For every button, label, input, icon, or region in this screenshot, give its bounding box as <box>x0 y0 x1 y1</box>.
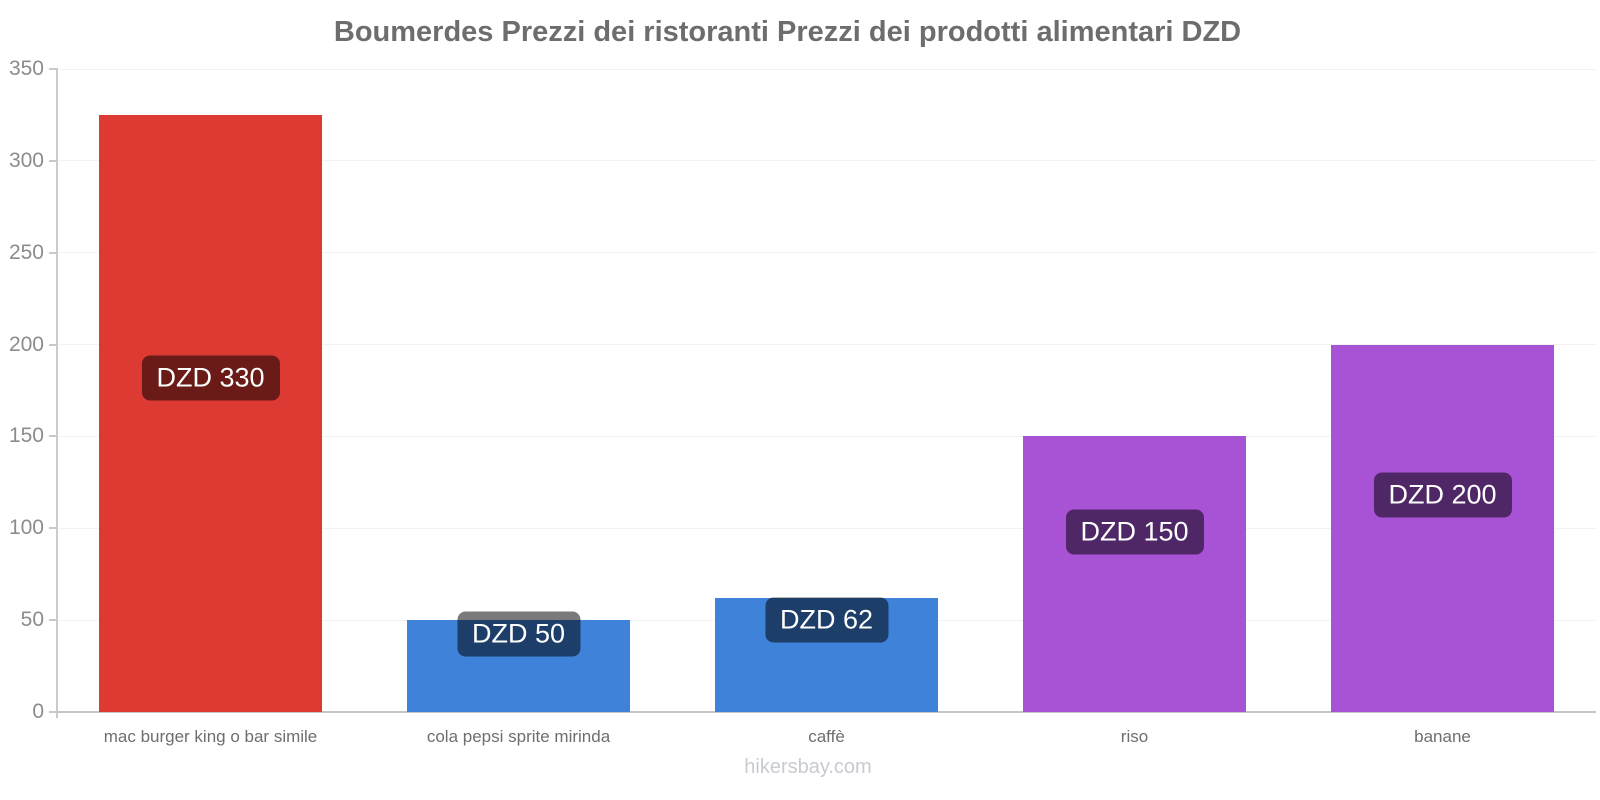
x-axis-line <box>49 711 1596 713</box>
y-axis-tick-label: 0 <box>32 700 44 723</box>
y-axis-tick <box>49 619 57 622</box>
y-axis-tick <box>49 435 57 438</box>
y-axis-tick <box>49 343 57 346</box>
y-axis-tick <box>49 68 57 70</box>
bar-value-label: DZD 150 <box>1065 509 1204 555</box>
gridline <box>58 252 1596 254</box>
y-axis-tick <box>49 159 57 162</box>
x-axis-category-label: riso <box>1120 727 1149 746</box>
bar[interactable] <box>1331 344 1554 712</box>
y-axis-tick-label: 50 <box>20 608 44 632</box>
y-axis-tick-label: 200 <box>8 332 44 356</box>
y-axis-tick-label: 250 <box>8 240 44 264</box>
bar-value-label: DZD 62 <box>764 597 889 643</box>
gridline <box>58 160 1596 162</box>
bar[interactable] <box>99 114 322 712</box>
y-axis-tick <box>49 527 57 530</box>
gridline <box>58 344 1596 346</box>
bar-value-label: DZD 330 <box>141 355 280 401</box>
x-axis-category-label: cola pepsi sprite mirinda <box>426 727 611 746</box>
gridline <box>58 68 1596 70</box>
gridline <box>58 527 1596 529</box>
x-axis-category-label: caffè <box>808 727 845 746</box>
y-axis-tick <box>49 711 57 713</box>
x-axis-category-label: banane <box>1414 727 1471 746</box>
watermark: hikersbay.com <box>744 756 872 778</box>
gridline <box>58 435 1596 437</box>
bar-value-label: DZD 50 <box>456 611 581 657</box>
chart-title: Boumerdes Prezzi dei ristoranti Prezzi d… <box>333 16 1242 48</box>
y-axis-tick-label: 350 <box>8 57 44 80</box>
y-axis-tick-label: 100 <box>8 516 44 540</box>
y-axis-tick-label: 300 <box>8 148 44 172</box>
x-axis-category-label: mac burger king o bar simile <box>103 727 318 746</box>
y-axis-tick-label: 150 <box>8 424 44 448</box>
y-axis-tick <box>49 251 57 254</box>
y-axis-line <box>56 68 58 718</box>
bar-value-label: DZD 200 <box>1373 472 1512 518</box>
bar[interactable] <box>1023 436 1246 712</box>
